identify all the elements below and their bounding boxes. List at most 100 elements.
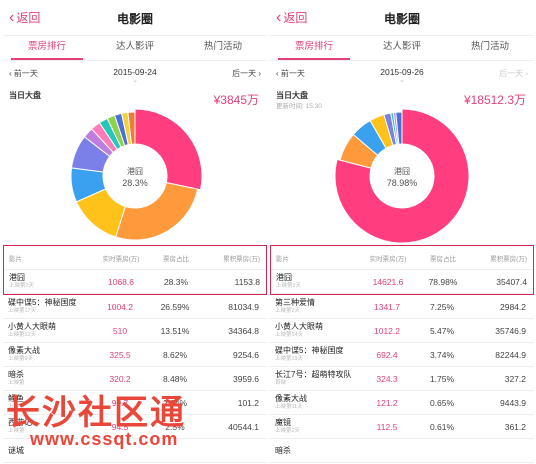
highlighted-header-box: 影片 实时票房(万) 票房占比 累积票房(万) 港囧 上映第2天 14621.6 78.98%… xyxy=(270,245,534,295)
box-office-share: 0.65% xyxy=(429,397,455,408)
movie-cell: 西游记 上映第 xyxy=(3,418,91,435)
movie-cell: 魔镜 上映第2天 xyxy=(270,418,358,435)
summary-title: 当日大盘 xyxy=(276,91,308,100)
back-button[interactable]: ‹ 返回 xyxy=(276,9,307,26)
tab-bar: 票房排行 达人影评 热门活动 xyxy=(270,37,534,61)
tab-reviews[interactable]: 达人影评 xyxy=(382,41,421,52)
back-label: 返回 xyxy=(16,11,41,25)
release-days: 上映第14天 xyxy=(275,332,304,338)
table-row[interactable]: 魔镜 上映第2天 112.5 0.61% 361.2 xyxy=(270,415,534,439)
nav-bar: ‹ 返回 电影圈 xyxy=(270,0,534,36)
movie-name: 碟中谍5：神秘国度 xyxy=(275,346,344,355)
movie-cell: 暗杀 上映第 xyxy=(3,370,91,387)
page-title: 电影圈 xyxy=(116,12,153,26)
prev-day-button[interactable]: ‹ 前一天 xyxy=(276,69,305,78)
table-row[interactable]: 长江7号：超萌特攻队 首映 324.3 1.75% 327.2 xyxy=(270,367,534,391)
movie-cell: 鲤鱼 上映第 xyxy=(3,394,91,411)
movie-name: 魔镜 xyxy=(275,418,291,427)
column-header: 实时票房(万) xyxy=(369,255,407,263)
movie-name: 港囧 xyxy=(9,273,25,282)
tab-box-office[interactable]: 票房排行 xyxy=(270,37,358,60)
movie-name: 西游记 xyxy=(8,418,32,427)
table-row[interactable]: 谜城 xyxy=(3,439,267,463)
table-row[interactable]: 鲤鱼 上映第 99.7 2.64% 101.2 xyxy=(3,391,267,415)
table-row[interactable]: 港囧 上映第2天 14621.6 78.98% 35407.4 xyxy=(271,270,533,294)
prev-day-button[interactable]: ‹ 前一天 xyxy=(9,69,38,78)
realtime-box-office: 1341.7 xyxy=(374,301,400,312)
table-row[interactable]: 碟中谍5：神秘国度 上映第19天 692.4 3.74% 82244.9 xyxy=(270,343,534,367)
box-office-share: 1.75% xyxy=(429,373,455,384)
box-office-share: 28.3% xyxy=(163,276,189,287)
table-row[interactable]: 小黄人大眼萌 上映第14天 1012.2 5.47% 35746.9 xyxy=(270,319,534,343)
cumulative-box-office: 9443.9 xyxy=(500,397,526,408)
realtime-box-office: 1004.2 xyxy=(107,301,133,312)
box-office-share: 2.64% xyxy=(162,397,188,408)
pie-slice[interactable] xyxy=(115,181,199,241)
box-office-share: 8.48% xyxy=(162,373,188,384)
cumulative-box-office: 35746.9 xyxy=(495,325,526,336)
movie-name: 第三种爱情 xyxy=(275,298,315,307)
column-header: 票房占比 xyxy=(430,255,456,263)
box-office-share: 2.5% xyxy=(165,421,185,432)
tab-events[interactable]: 热门活动 xyxy=(470,41,509,52)
screen-right: ‹ 返回 电影圈 票房排行 达人影评 热门活动 ‹ 前一天 2015-09-26… xyxy=(270,0,534,464)
movie-cell: 第三种爱情 上映第2天 xyxy=(270,298,358,315)
table-row[interactable]: 第三种爱情 上映第2天 1341.7 7.25% 2984.2 xyxy=(270,295,534,319)
movie-name: 暗杀 xyxy=(8,370,24,379)
movie-cell: 像素大战 上映第9天 xyxy=(3,346,91,363)
release-days: 上映第 xyxy=(8,380,25,386)
date-display[interactable]: 2015-09-24 xyxy=(113,67,157,77)
cumulative-box-office: 40544.1 xyxy=(228,421,259,432)
summary-total: ¥18512.3万 xyxy=(463,93,526,107)
back-button[interactable]: ‹ 返回 xyxy=(9,9,40,26)
chevron-left-icon: ‹ xyxy=(276,8,282,26)
column-header: 累积票房(万) xyxy=(490,255,527,263)
table-header: 影片 实时票房(万) 票房占比 累积票房(万) xyxy=(271,246,533,270)
table-row[interactable]: 暗杀 上映第 320.2 8.48% 3959.6 xyxy=(3,367,267,391)
release-days: 上映第 xyxy=(8,404,25,410)
tab-reviews[interactable]: 达人影评 xyxy=(115,41,154,52)
table-row[interactable]: 小黄人大眼萌 上映第12天 510 13.51% 34364.8 xyxy=(3,319,267,343)
column-header: 影片 xyxy=(9,255,22,263)
realtime-box-office: 121.2 xyxy=(376,397,398,408)
table-row[interactable]: 港囧 上映第2天 1068.6 28.3% 1153.8 xyxy=(4,270,266,294)
table-row[interactable]: 像素大战 上映第9天 325.5 8.62% 9254.6 xyxy=(3,343,267,367)
date-display[interactable]: 2015-09-26 xyxy=(380,67,424,77)
movie-cell: 碟中谍5：神秘国度 上映第17天 xyxy=(3,298,91,315)
tab-events[interactable]: 热门活动 xyxy=(203,41,242,52)
movie-cell: 碟中谍5：神秘国度 上映第19天 xyxy=(270,346,358,363)
table-header: 影片 实时票房(万) 票房占比 累积票房(万) xyxy=(4,246,266,270)
chevron-down-icon: ⌄ xyxy=(132,77,138,84)
table-row[interactable]: 像素大战 上映第11天 121.2 0.65% 9443.9 xyxy=(270,391,534,415)
box-office-share: 26.59% xyxy=(160,301,190,312)
table-row[interactable]: 暗杀 xyxy=(270,439,534,463)
date-bar: ‹ 前一天 2015-09-24 ⌄ 后一天 › xyxy=(3,62,267,84)
cumulative-box-office: 2984.2 xyxy=(500,301,526,312)
column-header: 累积票房(万) xyxy=(223,255,260,263)
cumulative-box-office: 361.2 xyxy=(504,421,526,432)
movie-name: 暗杀 xyxy=(275,445,291,455)
realtime-box-office: 14621.6 xyxy=(372,276,404,287)
pie-slice[interactable] xyxy=(127,111,136,145)
table-row[interactable]: 西游记 上映第 94.5 2.5% 40544.1 xyxy=(3,415,267,439)
pie-slice[interactable] xyxy=(334,108,470,244)
tab-box-office[interactable]: 票房排行 xyxy=(3,37,91,60)
summary-title: 当日大盘 xyxy=(9,91,41,100)
movie-name: 港囧 xyxy=(276,273,292,282)
movie-cell: 像素大战 上映第11天 xyxy=(270,394,358,411)
next-day-button[interactable]: 后一天 › xyxy=(232,69,261,78)
pie-slice[interactable] xyxy=(395,111,403,145)
prev-day-label: 前一天 xyxy=(280,69,305,78)
release-days: 上映第17天 xyxy=(8,308,37,314)
realtime-box-office: 1068.6 xyxy=(108,276,134,287)
realtime-box-office: 325.5 xyxy=(109,349,131,360)
movie-cell: 谜城 xyxy=(3,446,91,456)
table-row[interactable]: 碟中谍5：神秘国度 上映第17天 1004.2 26.59% 81034.9 xyxy=(3,295,267,319)
box-office-share: 7.25% xyxy=(429,301,455,312)
pie-slice[interactable] xyxy=(134,108,203,191)
chevron-left-icon: ‹ xyxy=(9,8,15,26)
release-days: 上映第12天 xyxy=(8,332,37,338)
release-days: 上映第2天 xyxy=(275,428,301,434)
movie-name: 谜城 xyxy=(8,445,24,455)
realtime-box-office: 1012.2 xyxy=(374,325,400,336)
